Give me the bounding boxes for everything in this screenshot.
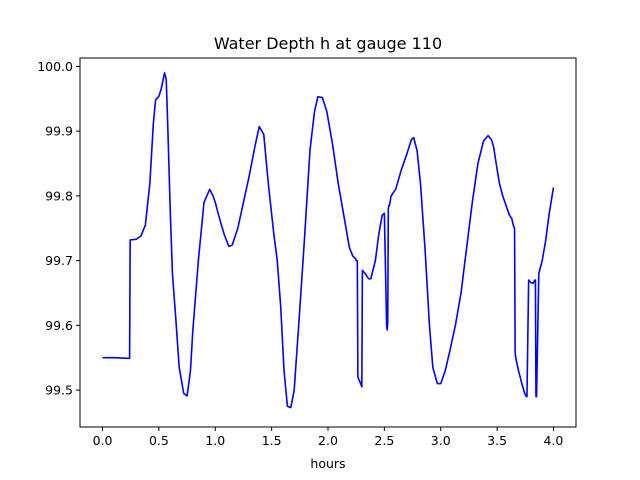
series-line [102, 72, 555, 409]
x-tick-label: 1.0 [205, 433, 225, 448]
x-tick-label: 2.0 [318, 433, 338, 448]
y-tick-label: 100.0 [37, 59, 73, 74]
x-axis-label: hours [310, 456, 345, 471]
x-tick-label: 3.5 [487, 433, 507, 448]
y-tick-label: 99.8 [45, 188, 73, 203]
y-axis: 99.5 99.6 99.7 99.8 99.9 100.0 [37, 59, 80, 398]
y-tick-label: 99.6 [45, 318, 73, 333]
x-tick-label: 0.0 [93, 433, 113, 448]
x-axis: 0.0 0.5 1.0 1.5 2.0 2.5 3.0 3.5 4.0 [93, 427, 564, 448]
x-tick-label: 1.5 [262, 433, 282, 448]
x-tick-label: 4.0 [544, 433, 564, 448]
x-tick-label: 2.5 [374, 433, 394, 448]
plot-area [102, 72, 555, 409]
y-tick-label: 99.7 [45, 253, 73, 268]
x-tick-label: 3.0 [431, 433, 451, 448]
x-tick-label: 0.5 [149, 433, 169, 448]
y-tick-label: 99.9 [45, 124, 73, 139]
y-tick-label: 99.5 [45, 383, 73, 398]
chart-title: Water Depth h at gauge 110 [214, 34, 442, 53]
